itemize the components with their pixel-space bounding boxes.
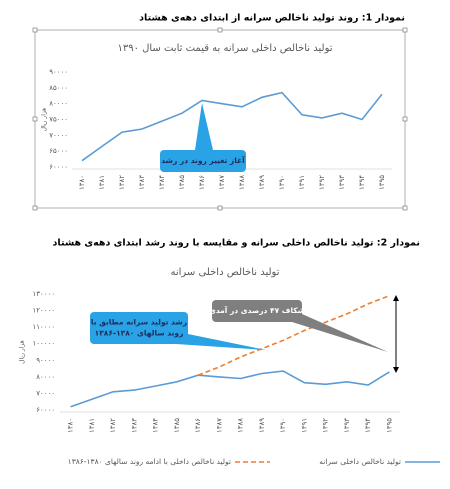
x-tick-label: ۱۳۸۱ (88, 418, 96, 433)
chart-title: تولید ناخالص داخلی سرانه (170, 267, 279, 278)
x-tick-label: ۱۳۸۹ (258, 418, 266, 433)
x-tick-label: ۱۳۹۴ (358, 175, 366, 190)
callout-text: رشد تولید سرانه مطابق با (91, 318, 187, 327)
x-tick-label: ۱۳۸۰ (78, 175, 86, 190)
series-line (81, 91, 383, 162)
y-tick-label: ۶۵۰۰۰ (49, 147, 68, 155)
x-tick-label: ۱۳۸۳ (138, 175, 146, 190)
series-line (70, 370, 390, 408)
y-axis-label: هزار ریال (19, 340, 26, 364)
x-tick-label: ۱۳۸۶ (198, 175, 206, 190)
frame-handle (32, 116, 38, 122)
callout-pointer (292, 314, 388, 352)
frame-handle (32, 27, 38, 33)
y-tick-label: ۹۰۰۰۰ (49, 68, 68, 76)
legend-label: تولید ناخالص داخلی با ادامه روند سالهای … (68, 457, 231, 466)
x-tick-label: ۱۳۹۱ (300, 418, 308, 433)
x-tick-label: ۱۳۸۸ (238, 175, 246, 190)
caption: نمودار 2: تولید ناخالص داخلی سرانه و مقا… (53, 238, 420, 249)
frame-handle (402, 116, 408, 122)
y-tick-label: ۶۰۰۰۰ (36, 406, 55, 414)
y-tick-label: ۸۵۰۰۰ (49, 84, 68, 92)
frame-handle (217, 205, 223, 211)
y-tick-label: ۱۲۰۰۰۰ (32, 307, 55, 315)
y-tick-label: ۸۰۰۰۰ (36, 373, 55, 381)
y-tick-label: ۶۰۰۰۰ (49, 163, 68, 171)
x-tick-label: ۱۳۸۹ (258, 175, 266, 190)
y-tick-label: ۷۵۰۰۰ (49, 116, 68, 124)
callout-pointer (176, 334, 266, 350)
frame-handle (217, 27, 223, 33)
frame-handle (402, 205, 408, 211)
x-tick-label: ۱۳۹۴ (364, 418, 372, 433)
callout-pointer (195, 103, 213, 150)
x-tick-label: ۱۳۹۳ (343, 418, 351, 433)
x-tick-label: ۱۳۸۷ (215, 418, 223, 433)
x-tick-label: ۱۳۸۴ (158, 175, 166, 190)
x-tick-label: ۱۳۹۰ (278, 175, 286, 190)
callout-box (160, 150, 246, 172)
x-tick-label: ۱۳۹۱ (298, 175, 306, 190)
x-tick-label: ۱۳۸۲ (109, 418, 117, 433)
caption: نمودار 1: روند تولید ناخالص سرانه از ابت… (139, 13, 405, 24)
y-tick-label: ۱۳۰۰۰۰ (32, 290, 55, 298)
legend-label: تولید ناخالص داخلی سرانه (319, 457, 401, 466)
x-tick-label: ۱۳۸۱ (98, 175, 106, 190)
callout-box (212, 300, 302, 322)
frame-handle (32, 205, 38, 211)
x-tick-label: ۱۳۸۰ (67, 418, 75, 433)
x-tick-label: ۱۳۸۳ (130, 418, 138, 433)
y-tick-label: ۷۰۰۰۰ (49, 131, 68, 139)
frame-handle (402, 27, 408, 33)
callout-text: آغاز تغییر روند در رشد (161, 155, 245, 165)
x-tick-label: ۱۳۸۲ (118, 175, 126, 190)
x-tick-label: ۱۳۹۰ (279, 418, 287, 433)
x-tick-label: ۱۳۹۳ (338, 175, 346, 190)
series-line (197, 294, 390, 376)
y-axis-label: هزار ریال (41, 108, 48, 132)
y-tick-label: ۱۱۰۰۰۰ (32, 323, 55, 331)
chart-title: تولید ناخالص داخلی سرانه به قیمت ثابت سا… (117, 43, 332, 54)
x-tick-label: ۱۳۸۷ (218, 175, 226, 190)
x-tick-label: ۱۳۹۵ (378, 175, 386, 190)
x-tick-label: ۱۳۸۵ (173, 418, 181, 433)
x-tick-label: ۱۳۸۸ (237, 418, 245, 433)
callout-box (90, 312, 188, 344)
x-tick-label: ۱۳۸۶ (194, 418, 202, 433)
x-tick-label: ۱۳۸۴ (152, 418, 160, 433)
y-tick-label: ۸۰۰۰۰ (49, 100, 68, 108)
y-tick-label: ۱۰۰۰۰۰ (32, 340, 55, 348)
y-tick-label: ۹۰۰۰۰ (36, 356, 55, 364)
x-tick-label: ۱۳۸۵ (178, 175, 186, 190)
x-tick-label: ۱۳۹۲ (322, 418, 330, 433)
x-tick-label: ۱۳۹۵ (385, 418, 393, 433)
y-tick-label: ۷۰۰۰۰ (36, 389, 55, 397)
x-tick-label: ۱۳۹۲ (318, 175, 326, 190)
callout-text: شکاف ۴۷ درصدی در آمدی (209, 305, 305, 315)
callout-text: روند سالهای ۱۳۸۰-۱۳۸۶ (95, 329, 184, 338)
